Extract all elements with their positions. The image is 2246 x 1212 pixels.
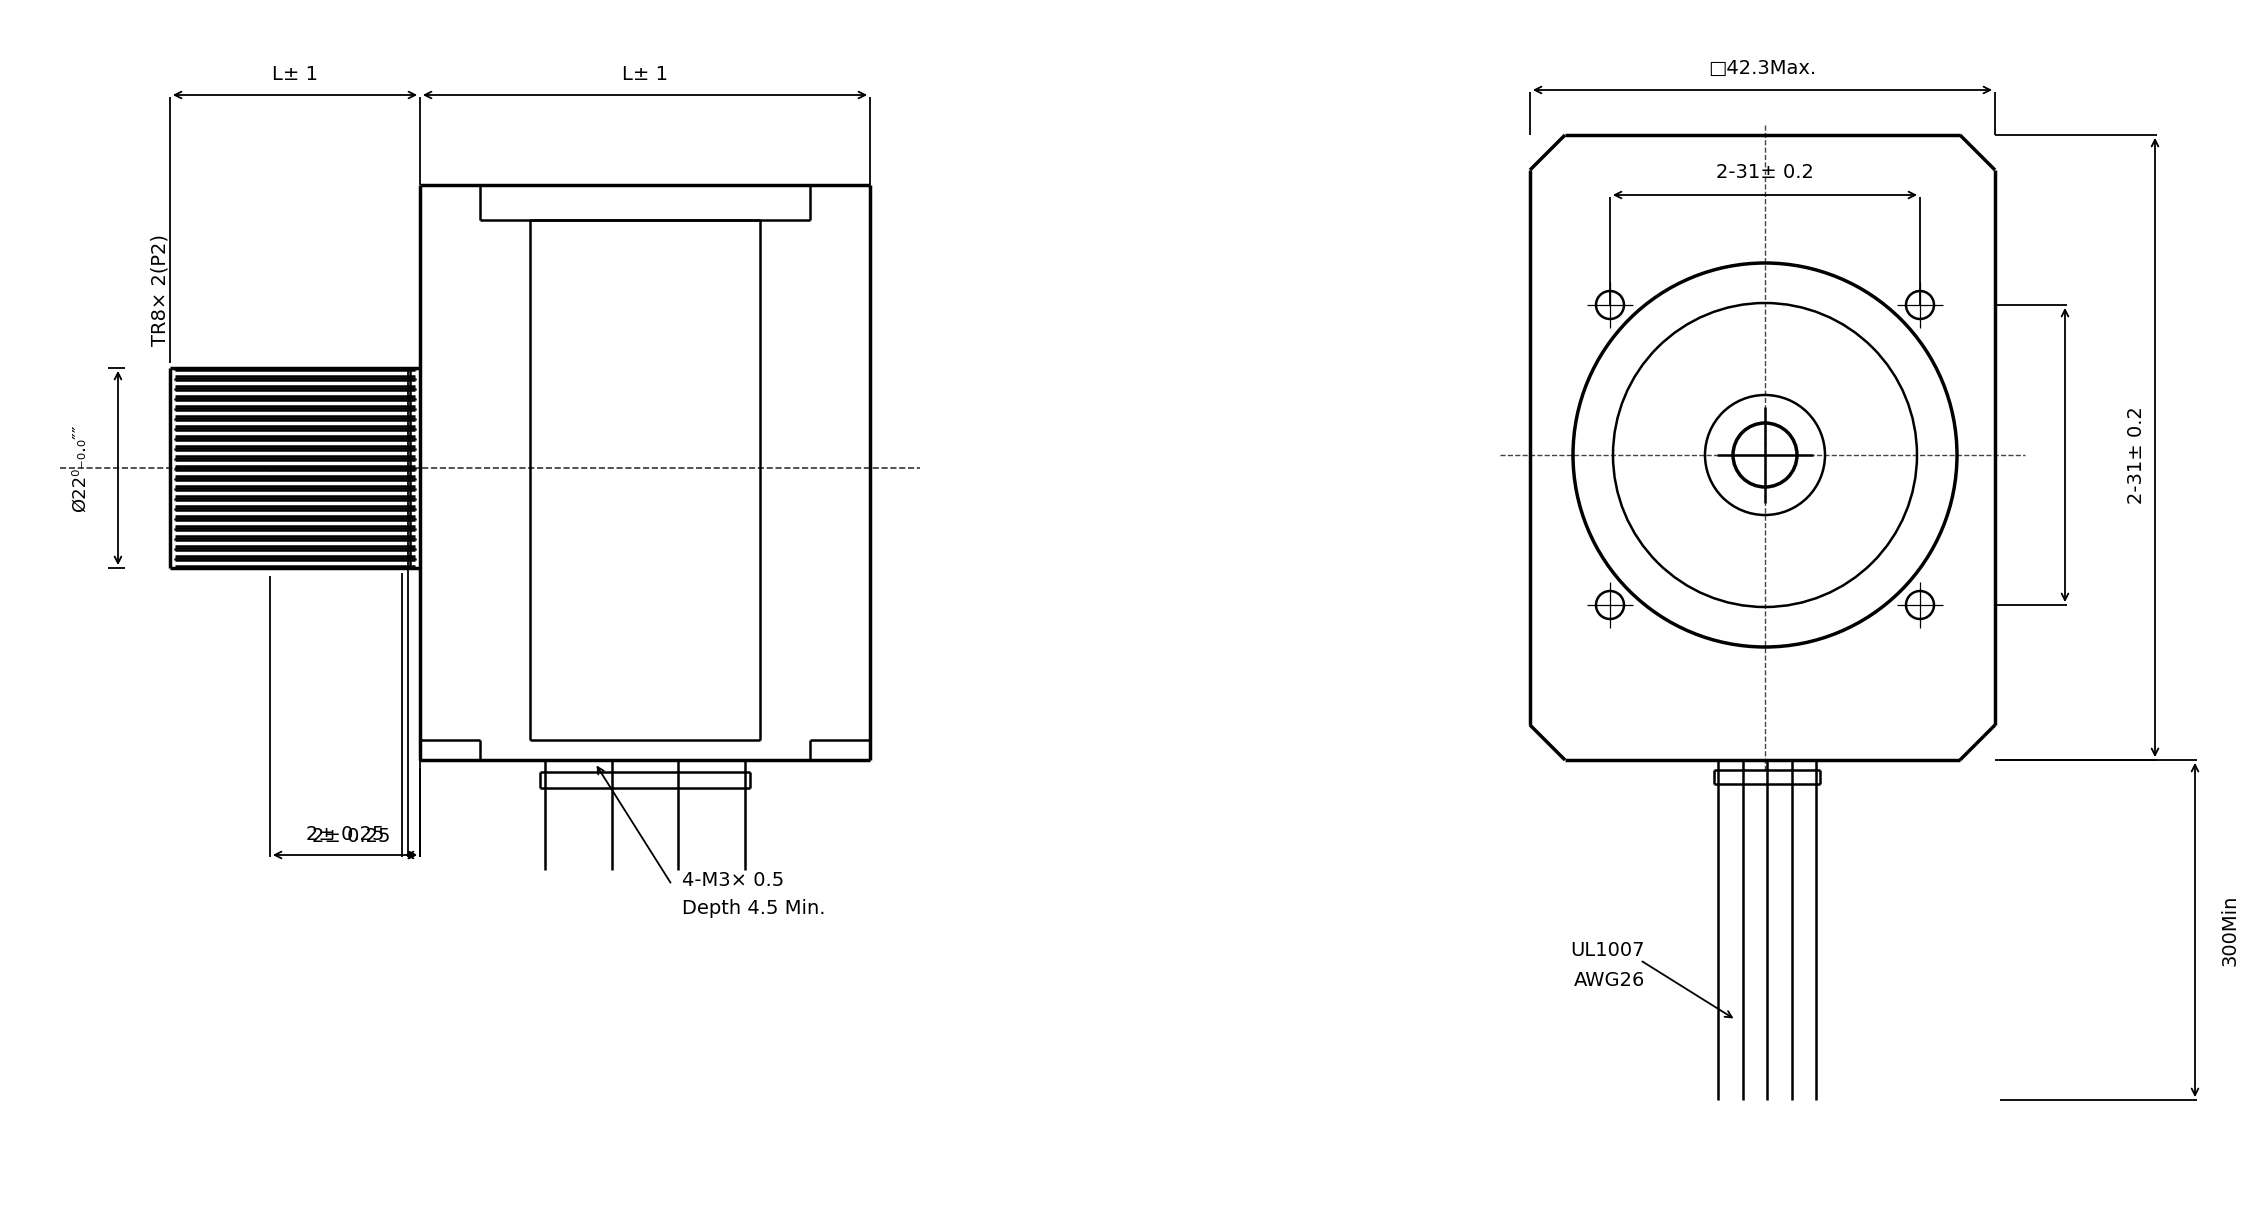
- Text: □42.3Max.: □42.3Max.: [1709, 58, 1817, 78]
- Text: Ø22⁰₋₀.₀″″: Ø22⁰₋₀.₀″″: [72, 424, 90, 511]
- Text: UL1007: UL1007: [1570, 941, 1644, 960]
- Text: 2-31± 0.2: 2-31± 0.2: [1716, 164, 1815, 183]
- Text: L± 1: L± 1: [272, 65, 319, 85]
- Text: 2± 0.25: 2± 0.25: [312, 828, 391, 846]
- Text: Depth 4.5 Min.: Depth 4.5 Min.: [683, 898, 827, 917]
- Text: AWG26: AWG26: [1574, 971, 1644, 989]
- Text: 2± 0.25: 2± 0.25: [305, 825, 384, 845]
- Text: TR8× 2(P2): TR8× 2(P2): [150, 234, 168, 345]
- Text: 4-M3× 0.5: 4-M3× 0.5: [683, 870, 784, 890]
- Text: 300Min: 300Min: [2221, 894, 2239, 966]
- Text: 2-31± 0.2: 2-31± 0.2: [2127, 406, 2147, 504]
- Text: L± 1: L± 1: [622, 65, 667, 85]
